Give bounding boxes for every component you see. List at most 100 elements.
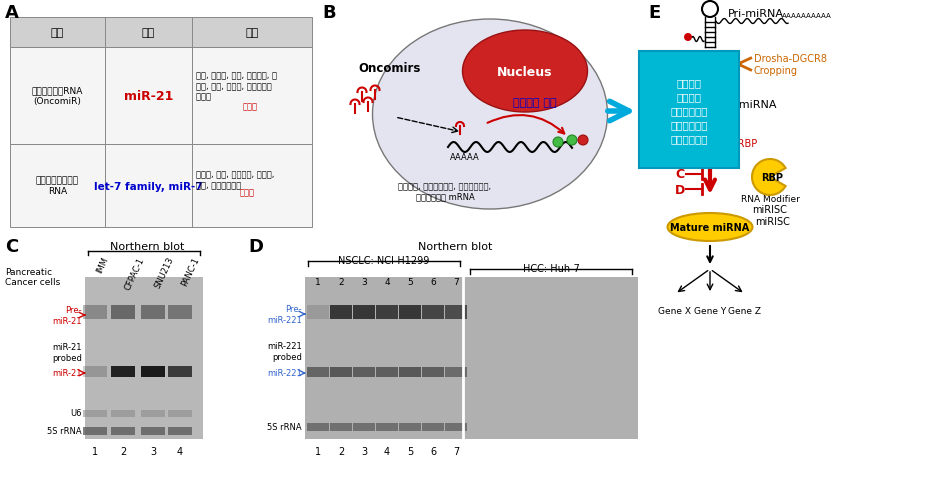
Bar bbox=[141, 366, 165, 377]
Text: 3: 3 bbox=[361, 446, 367, 456]
Text: 2: 2 bbox=[120, 446, 126, 456]
Bar bbox=[141, 410, 165, 417]
Text: B: B bbox=[322, 4, 335, 22]
Ellipse shape bbox=[372, 20, 607, 209]
Bar bbox=[307, 423, 329, 431]
Text: NSCLC: NCI-H1299: NSCLC: NCI-H1299 bbox=[338, 256, 429, 266]
Text: miRISC: miRISC bbox=[752, 204, 788, 214]
Circle shape bbox=[578, 136, 588, 146]
Bar bbox=[422, 423, 444, 431]
Text: Gene Y: Gene Y bbox=[694, 307, 726, 315]
Bar bbox=[111, 306, 135, 319]
Text: 전이증대: 전이증대 bbox=[676, 92, 701, 102]
Bar bbox=[445, 423, 467, 431]
Text: 5: 5 bbox=[407, 446, 413, 456]
Text: 2: 2 bbox=[338, 446, 344, 456]
Text: Oncomirs: Oncomirs bbox=[358, 62, 420, 74]
Text: miR-21: miR-21 bbox=[52, 369, 82, 378]
Text: RBP: RBP bbox=[761, 173, 783, 183]
Text: let-7 family, miR-7: let-7 family, miR-7 bbox=[94, 181, 202, 191]
Text: 7: 7 bbox=[453, 446, 459, 456]
Text: 세포증식증대: 세포증식증대 bbox=[671, 134, 708, 144]
Bar bbox=[168, 366, 192, 377]
Ellipse shape bbox=[668, 213, 752, 241]
Text: 저발현: 저발현 bbox=[240, 188, 255, 196]
Text: 번역과정 저해: 번역과정 저해 bbox=[513, 98, 557, 108]
Text: C: C bbox=[5, 237, 18, 256]
Text: Nucleus: Nucleus bbox=[497, 65, 553, 78]
Text: Northern blot: Northern blot bbox=[418, 241, 492, 252]
FancyBboxPatch shape bbox=[639, 52, 739, 169]
Bar bbox=[305, 278, 638, 439]
Text: U6: U6 bbox=[70, 409, 82, 418]
Text: 1: 1 bbox=[315, 446, 321, 456]
Text: 4: 4 bbox=[177, 446, 183, 456]
Bar bbox=[353, 306, 375, 319]
Text: SNU213: SNU213 bbox=[153, 256, 176, 290]
Text: Pre-miRNA: Pre-miRNA bbox=[718, 100, 777, 110]
Text: Mature miRNA: Mature miRNA bbox=[671, 222, 750, 232]
Bar bbox=[353, 367, 375, 377]
Text: 2: 2 bbox=[338, 278, 344, 287]
Bar bbox=[422, 306, 444, 319]
Text: miR-221: miR-221 bbox=[267, 369, 302, 378]
Text: 종양마이크로RNA
(OncomiR): 종양마이크로RNA (OncomiR) bbox=[31, 87, 84, 106]
Bar bbox=[399, 306, 421, 319]
Bar bbox=[353, 423, 375, 431]
Bar bbox=[330, 367, 352, 377]
Bar bbox=[168, 306, 192, 319]
Text: 6: 6 bbox=[430, 446, 436, 456]
Text: Pri-miRNA: Pri-miRNA bbox=[728, 9, 784, 19]
Text: E: E bbox=[648, 4, 660, 22]
Text: Pancreatic
Cancer cells: Pancreatic Cancer cells bbox=[5, 268, 60, 287]
Circle shape bbox=[567, 136, 577, 146]
Text: miR-221
probed: miR-221 probed bbox=[267, 342, 302, 361]
Text: 세포사멸억제: 세포사멸억제 bbox=[671, 120, 708, 130]
Text: Northern blot: Northern blot bbox=[110, 241, 184, 252]
Bar bbox=[10, 145, 312, 227]
Text: miR-21
probed: miR-21 probed bbox=[52, 343, 82, 362]
Bar bbox=[330, 423, 352, 431]
Text: Gene X: Gene X bbox=[658, 307, 692, 315]
Bar bbox=[111, 427, 135, 435]
Text: A: A bbox=[5, 4, 19, 22]
Bar bbox=[168, 427, 192, 435]
Circle shape bbox=[684, 34, 692, 42]
Bar bbox=[141, 427, 165, 435]
Text: 5S rRNA: 5S rRNA bbox=[267, 423, 302, 432]
Bar bbox=[445, 306, 467, 319]
Bar bbox=[399, 367, 421, 377]
Bar bbox=[422, 367, 444, 377]
Bar bbox=[307, 367, 329, 377]
Text: 5S rRNA: 5S rRNA bbox=[48, 427, 82, 436]
Text: 종양억제마이크로
RNA: 종양억제마이크로 RNA bbox=[36, 176, 79, 196]
Bar bbox=[10, 18, 312, 48]
Text: AAAAA: AAAAA bbox=[450, 152, 480, 161]
Bar bbox=[83, 366, 107, 377]
Text: CFPAC-1: CFPAC-1 bbox=[123, 256, 146, 291]
Bar bbox=[83, 410, 107, 417]
Ellipse shape bbox=[463, 31, 587, 113]
Text: 3: 3 bbox=[150, 446, 156, 456]
Text: 4: 4 bbox=[384, 446, 390, 456]
Text: 뇌암, 유방암, 폐암, 전립선암, 대
장암, 위암, 식도암, 자궁경부암
등에서: 뇌암, 유방암, 폐암, 전립선암, 대 장암, 위암, 식도암, 자궁경부암 … bbox=[196, 72, 277, 101]
Text: RNA Modifier: RNA Modifier bbox=[741, 195, 800, 204]
Text: 3: 3 bbox=[361, 278, 367, 287]
Circle shape bbox=[553, 138, 563, 148]
Bar bbox=[111, 410, 135, 417]
Text: 5: 5 bbox=[408, 278, 413, 287]
Bar bbox=[141, 306, 165, 319]
Text: Pre-
miR-21: Pre- miR-21 bbox=[52, 306, 82, 325]
Text: 유방암, 폐암, 전립선암, 대장암,
위암, 난소암등에서: 유방암, 폐암, 전립선암, 대장암, 위암, 난소암등에서 bbox=[196, 170, 275, 190]
Bar bbox=[83, 306, 107, 319]
Bar bbox=[399, 423, 421, 431]
Bar bbox=[168, 410, 192, 417]
Text: 대표: 대표 bbox=[142, 28, 155, 38]
Bar bbox=[330, 306, 352, 319]
Text: 7: 7 bbox=[453, 278, 459, 287]
Text: PANC-1: PANC-1 bbox=[180, 256, 201, 287]
Wedge shape bbox=[752, 160, 786, 195]
Text: D: D bbox=[248, 237, 263, 256]
Text: IMM: IMM bbox=[95, 256, 110, 275]
Text: 과발현: 과발현 bbox=[243, 102, 258, 111]
